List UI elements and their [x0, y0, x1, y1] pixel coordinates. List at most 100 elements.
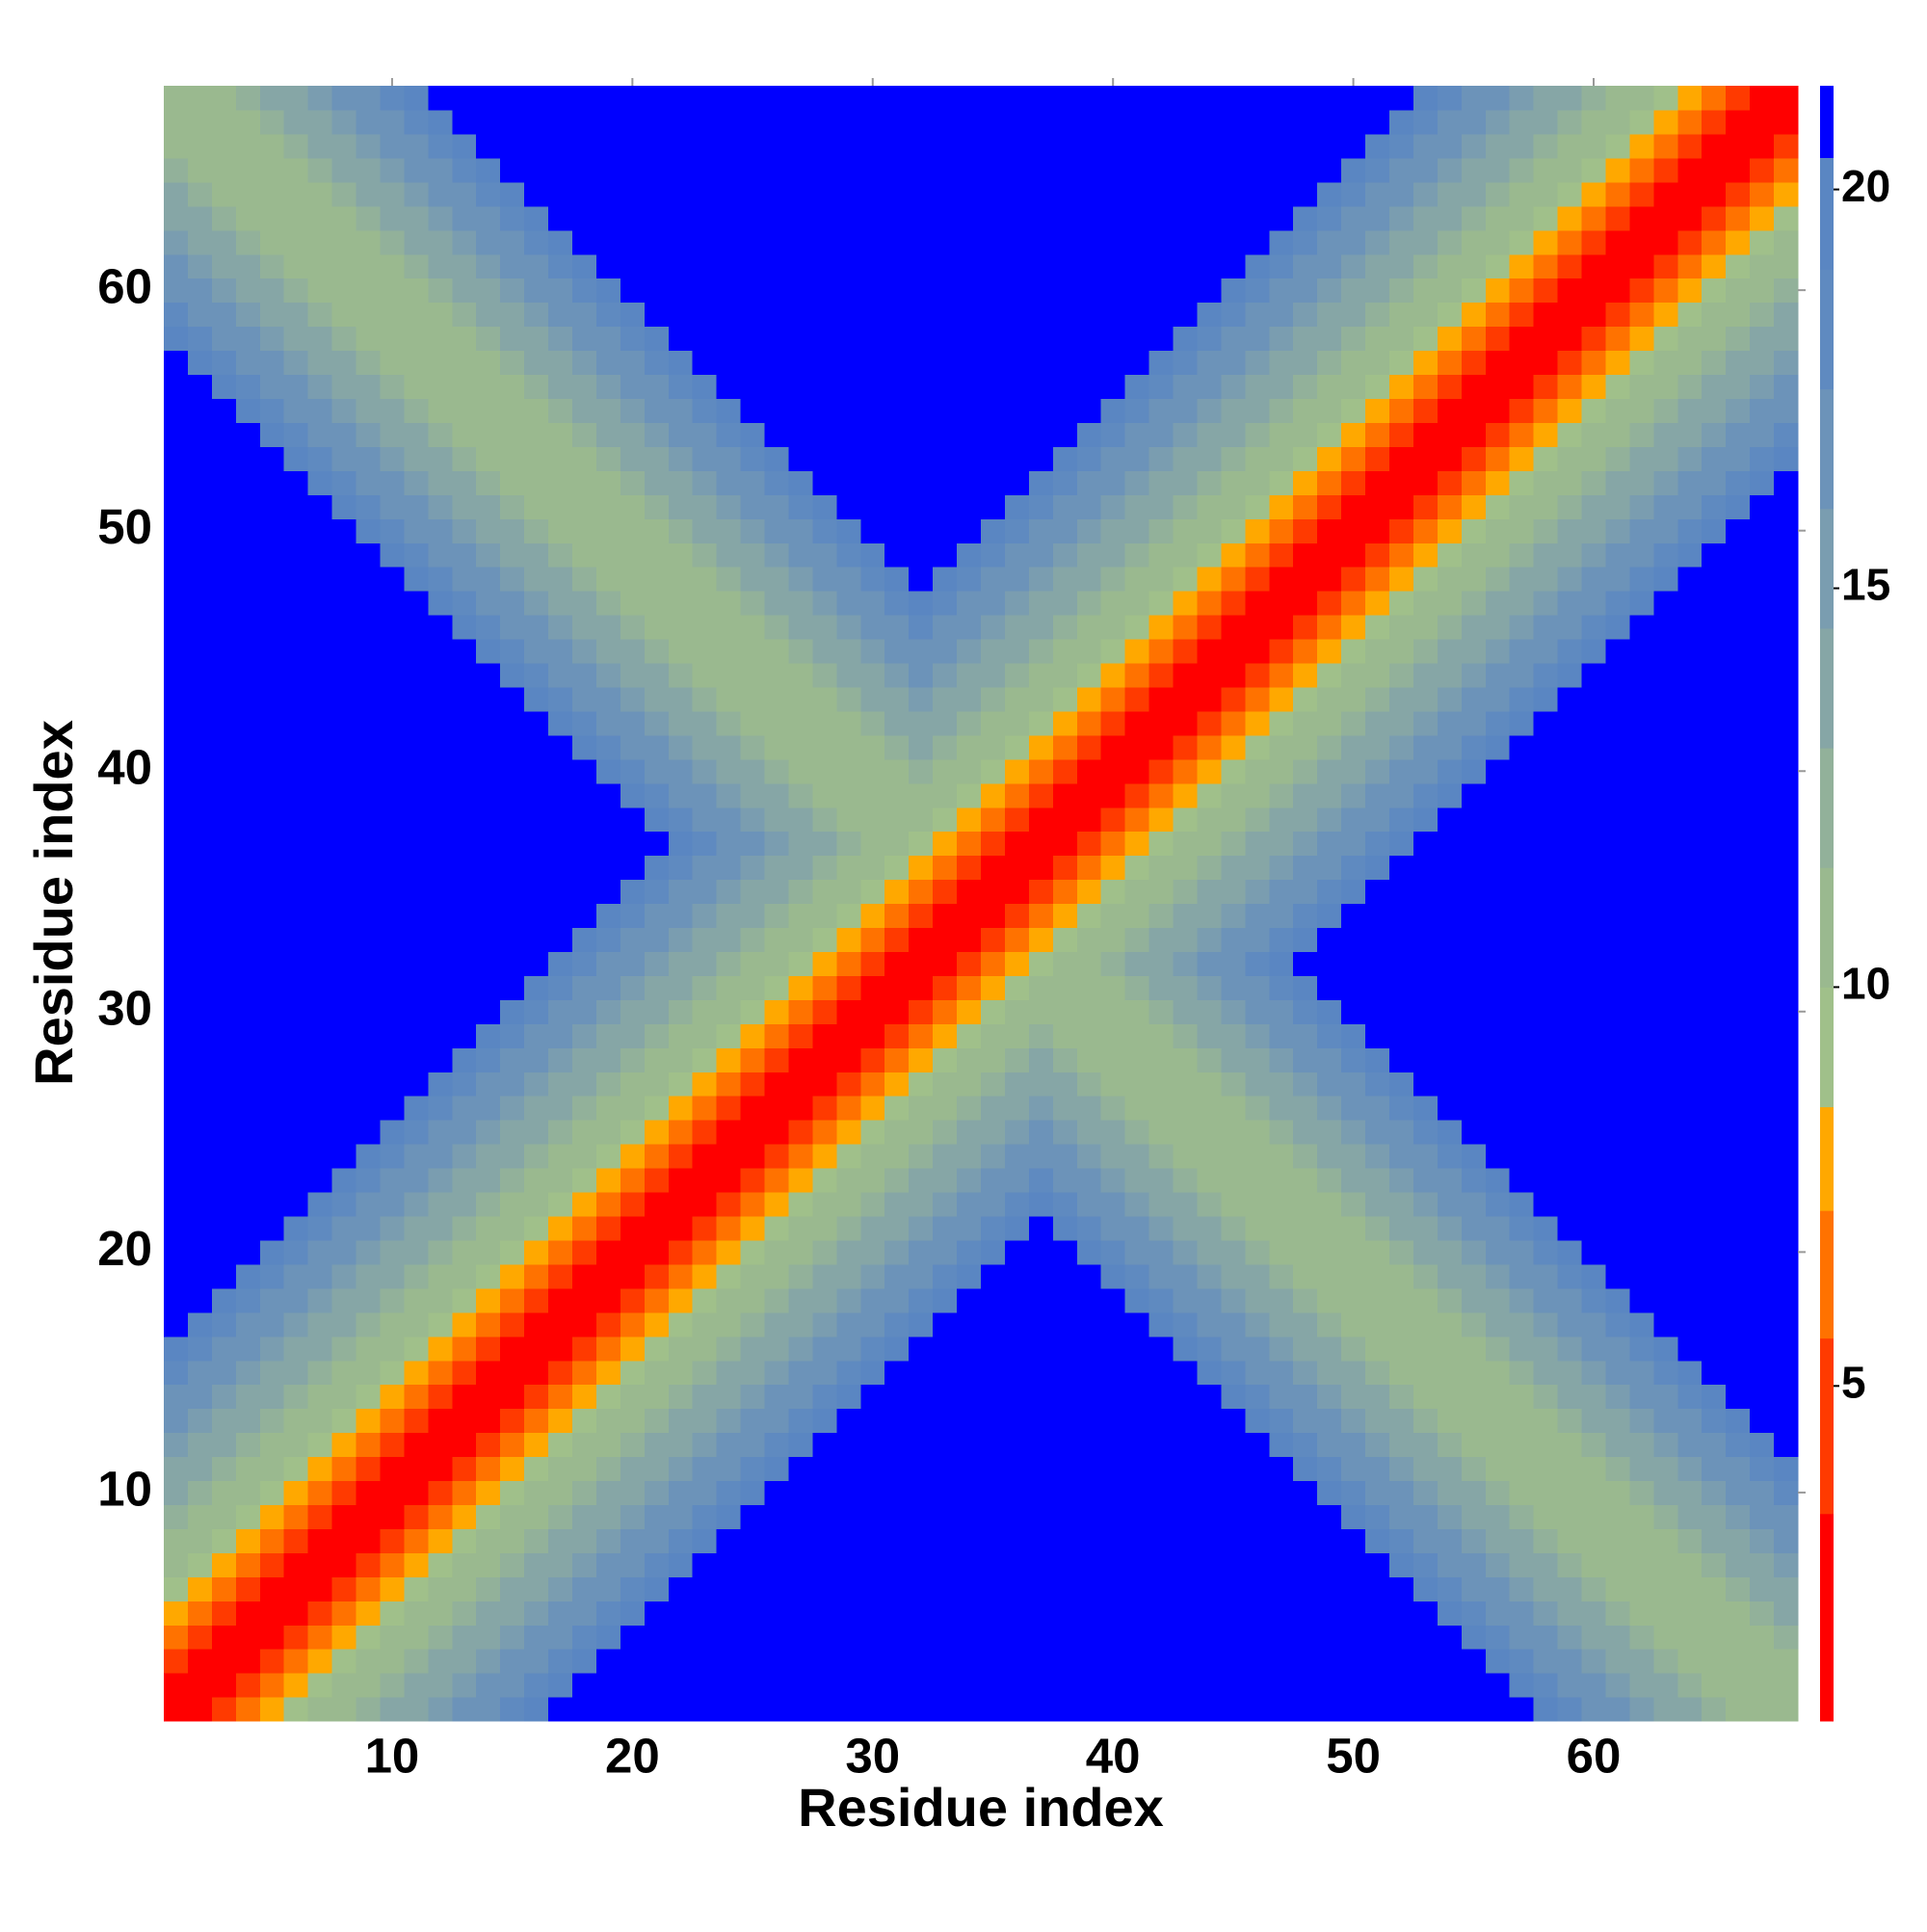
cell — [331, 638, 357, 664]
cell — [1341, 1023, 1366, 1048]
cell — [331, 567, 357, 592]
cell — [452, 591, 477, 616]
cell — [356, 1649, 382, 1674]
cell — [1052, 831, 1078, 857]
cell — [620, 374, 646, 400]
cell — [235, 782, 261, 808]
cell — [668, 86, 694, 111]
cell — [1412, 1408, 1439, 1434]
cell — [500, 1191, 525, 1217]
cell — [1557, 1072, 1583, 1097]
cell — [356, 999, 382, 1024]
cell — [1774, 807, 1799, 833]
cell — [1726, 591, 1751, 616]
cell — [1052, 686, 1078, 712]
cell — [1004, 1360, 1030, 1386]
cell — [1365, 109, 1390, 135]
cell — [1702, 1576, 1727, 1601]
cell — [1004, 1336, 1030, 1362]
cell — [1581, 686, 1607, 712]
cell — [1197, 567, 1223, 592]
cell — [428, 1239, 453, 1265]
cell — [1605, 1480, 1631, 1505]
cell — [1485, 470, 1511, 495]
cell — [788, 543, 814, 568]
colorbar-tick-label: 20 — [1841, 161, 1890, 211]
cell — [812, 1649, 837, 1674]
cell — [595, 1144, 621, 1169]
cell — [1269, 1239, 1294, 1265]
cell — [1317, 1096, 1342, 1121]
cell — [836, 999, 861, 1024]
cell — [1004, 1263, 1030, 1289]
cell — [1365, 543, 1390, 568]
cell — [740, 1504, 766, 1529]
cell — [1629, 1047, 1654, 1072]
cell — [1702, 422, 1727, 447]
cell — [764, 1673, 790, 1698]
cell — [981, 133, 1006, 159]
cell — [1221, 1096, 1246, 1121]
cell — [620, 1336, 646, 1362]
cell — [259, 253, 285, 279]
cell — [812, 86, 837, 111]
cell — [187, 278, 213, 304]
cell — [1726, 758, 1751, 784]
cell — [331, 758, 357, 784]
cell — [524, 879, 549, 905]
cell — [1702, 807, 1727, 833]
cell — [548, 205, 573, 231]
cell — [187, 1625, 213, 1650]
cell — [283, 446, 309, 471]
cell — [211, 326, 237, 352]
cell — [500, 86, 525, 111]
cell — [259, 1215, 285, 1241]
cell — [1197, 591, 1223, 616]
cell — [1004, 1120, 1030, 1145]
cell — [1293, 253, 1318, 279]
cell — [1004, 999, 1030, 1024]
cell — [1485, 253, 1511, 279]
cell — [957, 253, 982, 279]
cell — [356, 181, 382, 207]
cell — [211, 1552, 237, 1577]
cell — [1605, 446, 1631, 471]
cell — [452, 831, 477, 857]
cell — [933, 1191, 958, 1217]
cell — [1221, 1456, 1246, 1482]
cell — [1461, 1697, 1487, 1722]
cell — [957, 422, 982, 447]
cell — [981, 975, 1006, 1000]
cell — [211, 662, 237, 688]
cell — [1317, 1504, 1342, 1529]
cell — [1317, 1072, 1342, 1097]
cell — [1341, 1047, 1366, 1072]
cell — [692, 1528, 718, 1553]
cell — [1581, 710, 1607, 736]
cell — [1148, 1601, 1175, 1626]
cell — [668, 543, 694, 568]
cell — [1726, 807, 1751, 833]
cell — [500, 1528, 525, 1553]
cell — [259, 1072, 285, 1097]
cell — [1774, 879, 1799, 905]
cell — [307, 1408, 333, 1434]
cell — [740, 109, 766, 135]
cell — [235, 1023, 261, 1048]
cell — [620, 1649, 646, 1674]
cell — [1028, 374, 1054, 400]
cell — [1629, 710, 1654, 736]
cell — [428, 422, 453, 447]
cell — [1365, 470, 1390, 495]
cell — [1605, 1360, 1631, 1386]
cell — [1293, 855, 1318, 881]
cell — [1317, 422, 1342, 447]
cell — [812, 758, 837, 784]
cell — [1004, 229, 1030, 255]
cell — [235, 86, 261, 111]
cell — [283, 927, 309, 953]
cell — [981, 374, 1006, 400]
cell — [1004, 1191, 1030, 1217]
cell — [909, 1096, 934, 1121]
cell — [548, 1528, 573, 1553]
